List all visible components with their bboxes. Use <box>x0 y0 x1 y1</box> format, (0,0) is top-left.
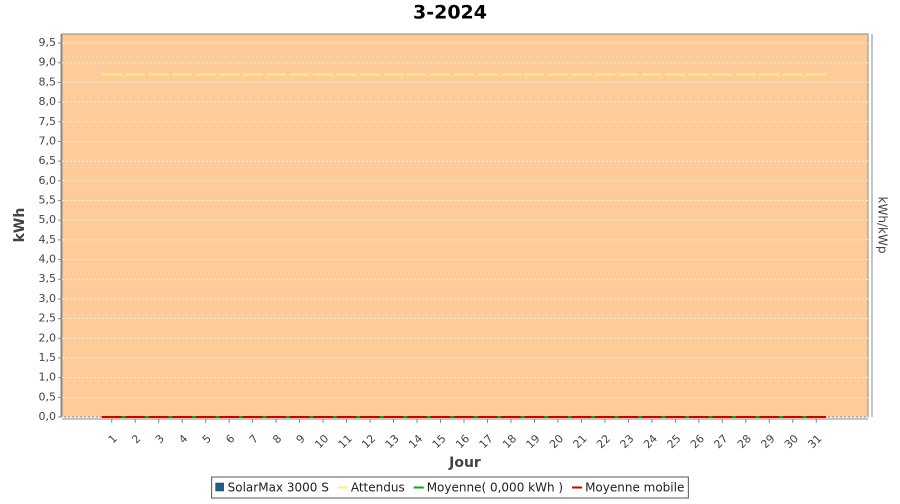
x-tick-label: 15 <box>430 432 449 451</box>
y-tick-label: 4,0 <box>39 253 57 266</box>
legend-swatch <box>215 482 224 492</box>
x-tick-label: 30 <box>782 432 801 451</box>
x-tick-label: 20 <box>547 432 566 451</box>
legend-label: Moyenne mobile <box>585 481 684 495</box>
y-tick-label: 0,5 <box>39 390 57 403</box>
legend-box <box>211 476 689 499</box>
x-tick-label: 25 <box>665 432 684 451</box>
x-tick-label: 31 <box>805 432 824 451</box>
y-tick-label: 1,5 <box>39 351 57 364</box>
x-tick-label: 10 <box>312 432 331 451</box>
x-tick-label: 7 <box>247 432 261 446</box>
y-tick-label: 7,5 <box>39 115 57 128</box>
x-tick-label: 28 <box>735 432 754 451</box>
x-tick-label: 5 <box>200 432 214 446</box>
x-tick-label: 9 <box>294 432 308 446</box>
y-tick-label: 6,0 <box>39 174 57 187</box>
y-tick-label: 8,0 <box>39 95 57 108</box>
x-tick-label: 19 <box>524 432 543 451</box>
x-tick-label: 6 <box>223 432 237 446</box>
x-tick-label: 23 <box>618 432 637 451</box>
x-tick-label: 27 <box>711 432 730 451</box>
y-tick-label: 5,5 <box>39 194 57 207</box>
x-axis-label: Jour <box>448 455 481 471</box>
x-tick-label: 22 <box>594 432 613 451</box>
x-tick-label: 11 <box>336 432 355 451</box>
x-tick-label: 2 <box>129 432 143 446</box>
legend: SolarMax 3000 S Attendus Moyenne( 0,000 kW… <box>211 476 689 499</box>
y-tick-label: 3,0 <box>39 292 57 305</box>
y-tick-label: 7,0 <box>39 134 57 147</box>
y-axis-label: kWh <box>12 208 28 243</box>
legend-label: Moyenne( 0,000 kWh ) <box>427 481 563 495</box>
x-tick-label: 21 <box>571 432 590 451</box>
y-tick-label: 2,0 <box>39 331 57 344</box>
legend-label: SolarMax 3000 S <box>228 481 329 495</box>
y-tick-label: 0,0 <box>39 410 57 423</box>
y-tick-label: 1,0 <box>39 371 57 384</box>
x-tick-label: 16 <box>453 432 472 451</box>
y-tick-label: 5,0 <box>39 213 57 226</box>
x-tick-label: 4 <box>176 432 190 446</box>
x-tick-label: 1 <box>106 432 120 446</box>
y-tick-label: 6,5 <box>39 154 57 167</box>
x-tick-label: 29 <box>758 432 777 451</box>
legend-label: Attendus <box>351 481 405 495</box>
y2-axis-label: kWh/kWp <box>876 197 890 254</box>
chart-title: 3-2024 <box>413 2 487 24</box>
x-tick-label: 3 <box>153 432 167 446</box>
x-tick-label: 8 <box>270 432 284 446</box>
y-tick-label: 8,5 <box>39 75 57 88</box>
x-tick-label: 14 <box>406 432 425 451</box>
x-tick-label: 26 <box>688 432 707 451</box>
x-tick-label: 24 <box>641 432 660 451</box>
x-tick-label: 13 <box>383 432 402 451</box>
x-tick-label: 18 <box>500 432 519 451</box>
plot-area <box>61 33 869 418</box>
y-tick-label: 3,5 <box>39 272 57 285</box>
x-tick-label: 12 <box>359 432 378 451</box>
y-tick-label: 9,0 <box>39 56 57 69</box>
y-tick-label: 2,5 <box>39 312 57 325</box>
y-tick-label: 9,5 <box>39 36 57 49</box>
y-tick-label: 4,5 <box>39 233 57 246</box>
x-tick-label: 17 <box>477 432 496 451</box>
